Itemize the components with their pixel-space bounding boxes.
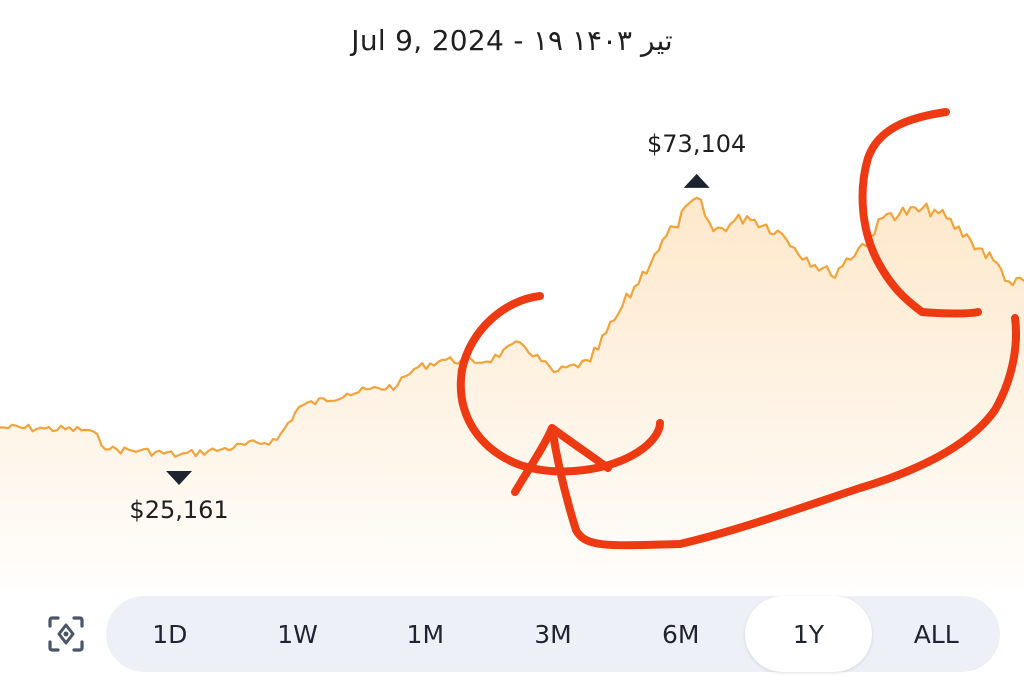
price-area-fill [0,197,1024,590]
scribble-c-right [858,108,982,318]
scribble-arc-left [456,292,664,476]
max-price-marker: $73,104 [647,130,746,188]
focus-target-button[interactable] [44,612,88,656]
range-3m-button[interactable]: 3M [534,619,572,649]
range-1y-button[interactable]: 1Y [744,596,873,672]
range-1w-button[interactable]: 1W [277,619,318,649]
hand-drawn-annotation [456,108,1020,550]
min-price-label: $25,161 [129,496,228,524]
range-1d-button[interactable]: 1D [152,619,188,649]
min-price-marker: $25,161 [129,471,229,524]
min-arrow-down-icon [166,471,193,486]
range-all-button[interactable]: ALL [913,619,959,649]
max-arrow-up-icon [683,173,710,188]
chart-date-label: Jul 9, 2024 - ۱۹ تیر ۱۴۰۳ [351,24,673,57]
price-line [0,196,1024,458]
range-1m-button[interactable]: 1M [406,619,445,649]
price-chart[interactable]: $73,104 $25,161 [0,0,1024,590]
scribble-arrow [511,314,1020,550]
max-price-label: $73,104 [647,130,746,158]
range-6m-button[interactable]: 6M [661,619,700,649]
time-range-selector: 1D 1W 1M 3M 6M 1Y ALL [106,596,1000,672]
focus-target-icon [48,616,84,652]
